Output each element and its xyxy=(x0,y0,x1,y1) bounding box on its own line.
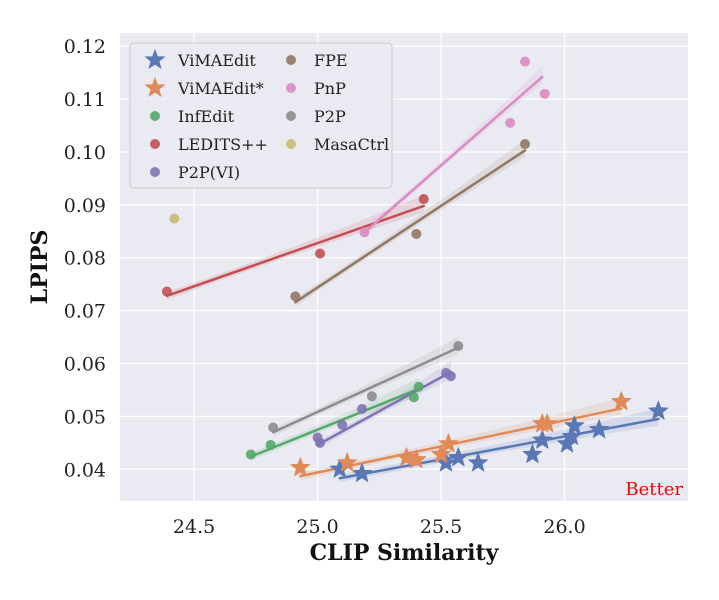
legend-marker-vimaedit xyxy=(144,48,166,70)
fit-line-p2p xyxy=(271,346,460,434)
y-tick-label: 0.10 xyxy=(64,142,106,164)
data-point-vimaedit xyxy=(438,433,459,453)
data-point-infedit xyxy=(413,381,424,392)
y-axis-title: LPIPS xyxy=(27,230,53,305)
data-point-p2p xyxy=(268,422,279,433)
legend-label-vimaedit: ViMAEdit xyxy=(177,51,256,70)
data-point-fpe xyxy=(290,291,301,302)
x-tick-label: 25.5 xyxy=(420,516,462,538)
data-point-p2p-vi xyxy=(315,437,326,448)
legend: ViMAEdit ViMAEdit* InfEdit LEDITS++ P2P(VI) F… xyxy=(129,42,393,189)
data-point-vimaedit xyxy=(468,452,489,472)
y-tick-label: 0.07 xyxy=(64,301,106,323)
legend-marker-p2p xyxy=(286,111,296,121)
x-axis-title: CLIP Similarity xyxy=(310,540,500,566)
data-point-infedit xyxy=(265,439,276,450)
legend-marker-vimaedit xyxy=(144,76,166,98)
data-point-infedit xyxy=(245,449,256,460)
data-points xyxy=(161,56,669,482)
legend-label-ledits: LEDITS++ xyxy=(178,135,268,154)
data-point-p2p-vi xyxy=(357,403,368,414)
data-point-vimaedit xyxy=(406,449,427,469)
data-point-p2p-vi xyxy=(445,371,456,382)
data-point-ledits xyxy=(315,248,326,259)
legend-label-masactrl: MasaCtrl xyxy=(314,135,389,154)
data-point-vimaedit xyxy=(448,447,469,467)
legend-label-pnp: PnP xyxy=(314,79,346,98)
legend-marker-fpe xyxy=(286,55,296,65)
fit-line-infedit xyxy=(249,387,421,458)
legend-marker-ledits xyxy=(150,139,160,149)
data-point-vimaedit xyxy=(648,400,669,420)
data-point-vimaedit xyxy=(537,413,558,433)
y-tick-labels: 0.04 0.05 0.06 0.07 0.08 0.09 0.10 0.11 0.12 xyxy=(64,36,106,481)
fit-line-p2p-vi xyxy=(316,370,453,447)
fit-line-fpe xyxy=(294,149,527,304)
fit-line-ledits xyxy=(165,204,426,298)
x-tick-labels: 24.5 25.0 25.5 26.0 xyxy=(173,516,586,538)
data-point-vimaedit xyxy=(564,415,585,435)
fit-lines xyxy=(165,75,660,480)
legend-marker-infedit xyxy=(150,111,160,121)
x-tick-label: 26.0 xyxy=(543,516,585,538)
data-point-vimaedit xyxy=(352,463,372,482)
data-point-vimaedit xyxy=(522,444,543,463)
data-point-p2p xyxy=(366,391,377,402)
x-tick-label: 24.5 xyxy=(173,516,215,538)
y-tick-label: 0.06 xyxy=(64,354,106,376)
legend-label-infedit: InfEdit xyxy=(178,107,235,126)
data-point-infedit xyxy=(408,392,419,403)
data-point-fpe xyxy=(411,228,422,239)
data-point-ledits xyxy=(418,194,429,205)
data-point-vimaedit xyxy=(431,444,451,463)
fit-line-pnp xyxy=(363,75,544,234)
data-point-vimaedit xyxy=(532,429,553,449)
data-point-p2p xyxy=(453,341,464,352)
legend-marker-p2p-vi xyxy=(150,167,160,177)
data-point-pnp xyxy=(505,117,516,128)
data-point-vimaedit xyxy=(589,419,610,439)
legend-label-vimaedit: ViMAEdit* xyxy=(177,79,264,98)
better-annotation: Better xyxy=(625,479,683,500)
legend-label-p2p: P2P xyxy=(314,107,346,126)
data-point-fpe xyxy=(520,139,531,150)
data-point-p2p-vi xyxy=(337,419,348,430)
data-point-vimaedit xyxy=(337,452,358,472)
y-tick-label: 0.05 xyxy=(64,406,106,428)
data-point-masactrl xyxy=(169,213,180,224)
y-tick-label: 0.09 xyxy=(64,195,106,217)
grid xyxy=(120,33,688,501)
y-tick-label: 0.04 xyxy=(64,459,106,481)
legend-marker-pnp xyxy=(286,83,296,93)
y-tick-label: 0.11 xyxy=(64,89,106,111)
legend-label-fpe: FPE xyxy=(314,51,348,70)
data-point-ledits xyxy=(161,286,172,297)
data-point-pnp xyxy=(539,88,550,99)
y-tick-label: 0.12 xyxy=(64,36,106,58)
data-point-pnp xyxy=(359,227,370,238)
data-point-pnp xyxy=(520,56,531,67)
x-tick-label: 25.0 xyxy=(296,516,338,538)
data-point-vimaedit xyxy=(290,457,311,477)
legend-box xyxy=(129,42,393,189)
fit-line-vimaedit xyxy=(299,407,623,478)
legend-label-p2p-vi: P2P(VI) xyxy=(178,163,240,182)
legend-marker-masactrl xyxy=(286,139,296,149)
data-point-vimaedit xyxy=(611,391,632,411)
y-tick-label: 0.08 xyxy=(64,248,106,270)
